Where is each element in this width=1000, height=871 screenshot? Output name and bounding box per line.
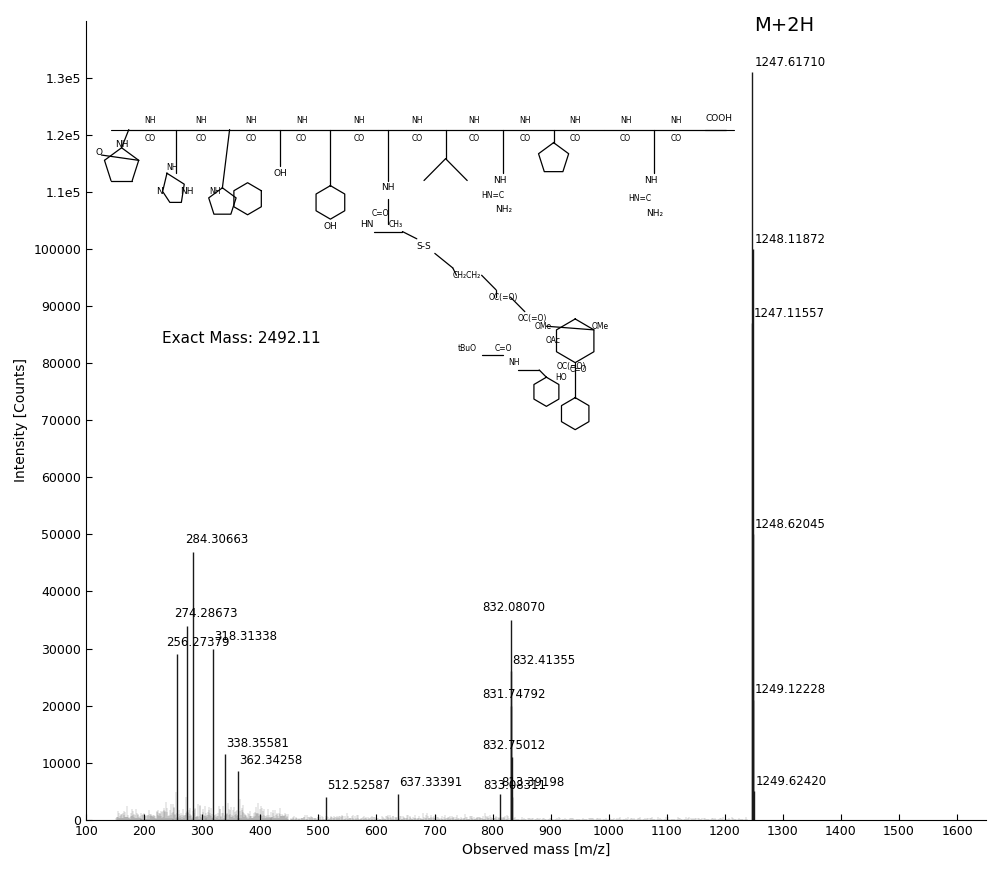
Text: CO: CO <box>519 134 530 143</box>
Text: N: N <box>156 187 163 196</box>
Text: NH: NH <box>411 117 423 125</box>
Text: NH: NH <box>644 176 658 185</box>
Text: NH: NH <box>195 117 207 125</box>
Text: NH₂: NH₂ <box>495 206 512 214</box>
Text: Exact Mass: 2492.11: Exact Mass: 2492.11 <box>162 331 320 346</box>
Text: CO: CO <box>469 134 480 143</box>
Text: C=O: C=O <box>570 366 588 375</box>
Text: 832.08070: 832.08070 <box>482 601 545 614</box>
Text: HO: HO <box>555 373 567 381</box>
Text: HN=C: HN=C <box>628 194 652 203</box>
Text: COOH: COOH <box>706 114 733 123</box>
Text: 1247.11557: 1247.11557 <box>754 307 825 320</box>
Text: NH: NH <box>115 139 128 149</box>
Text: OC(=O): OC(=O) <box>517 314 547 323</box>
Text: 833.08311: 833.08311 <box>483 780 546 793</box>
Text: CO: CO <box>246 134 257 143</box>
Text: CO: CO <box>620 134 631 143</box>
Text: NH: NH <box>670 117 682 125</box>
Text: 1248.62045: 1248.62045 <box>755 518 826 531</box>
Text: NH: NH <box>381 183 395 192</box>
Text: NH: NH <box>620 117 631 125</box>
Text: OMe: OMe <box>592 321 609 331</box>
Text: NH: NH <box>245 117 257 125</box>
Text: CH₂CH₂: CH₂CH₂ <box>453 271 481 280</box>
Text: NH: NH <box>209 187 221 196</box>
Text: CO: CO <box>570 134 581 143</box>
Text: 1247.61710: 1247.61710 <box>754 56 825 69</box>
Text: 274.28673: 274.28673 <box>175 607 238 620</box>
Y-axis label: Intensity [Counts]: Intensity [Counts] <box>14 358 28 483</box>
Text: C=O: C=O <box>494 343 512 353</box>
X-axis label: Observed mass [m/z]: Observed mass [m/z] <box>462 843 610 857</box>
Text: OH: OH <box>324 222 337 231</box>
Text: NH: NH <box>519 117 531 125</box>
Text: CO: CO <box>411 134 422 143</box>
Text: 831.74792: 831.74792 <box>482 688 546 701</box>
Text: 637.33391: 637.33391 <box>399 776 463 789</box>
Text: OC(=O): OC(=O) <box>489 293 518 301</box>
Text: 318.31338: 318.31338 <box>214 630 277 643</box>
Text: NH: NH <box>145 117 156 125</box>
Text: C=O: C=O <box>372 209 390 218</box>
Text: HN: HN <box>360 219 373 229</box>
Text: NH₂: NH₂ <box>646 209 663 218</box>
Text: OH: OH <box>273 169 287 178</box>
Text: 362.34258: 362.34258 <box>240 753 303 766</box>
Text: CO: CO <box>195 134 206 143</box>
Text: OMe: OMe <box>534 321 551 331</box>
Text: S-S: S-S <box>417 241 431 251</box>
Text: NH: NH <box>180 187 193 196</box>
Text: 1249.12228: 1249.12228 <box>755 684 826 697</box>
Text: HN=C: HN=C <box>481 191 504 199</box>
Text: NH: NH <box>493 176 506 185</box>
Text: CO: CO <box>670 134 682 143</box>
Text: CO: CO <box>145 134 156 143</box>
Text: M+2H: M+2H <box>754 17 815 35</box>
Text: CH₃: CH₃ <box>388 219 402 229</box>
Text: NH: NH <box>296 117 307 125</box>
Text: 338.35581: 338.35581 <box>226 737 289 750</box>
Text: CO: CO <box>354 134 365 143</box>
Text: NH: NH <box>508 358 520 368</box>
Text: NH: NH <box>166 163 178 172</box>
Text: tBuO: tBuO <box>458 343 477 353</box>
Text: NH: NH <box>569 117 581 125</box>
Text: OC(=O): OC(=O) <box>557 361 586 371</box>
Text: 832.41355: 832.41355 <box>513 654 576 667</box>
Text: 813.39198: 813.39198 <box>502 776 565 789</box>
Text: 1249.62420: 1249.62420 <box>755 774 827 787</box>
Text: NH: NH <box>469 117 480 125</box>
Text: OAc: OAc <box>546 336 561 345</box>
Text: O: O <box>95 148 102 158</box>
Text: 1248.11872: 1248.11872 <box>755 233 826 246</box>
Text: 512.52587: 512.52587 <box>327 780 390 793</box>
Text: 832.75012: 832.75012 <box>483 739 546 753</box>
Text: CO: CO <box>296 134 307 143</box>
Text: 284.30663: 284.30663 <box>185 533 248 546</box>
Text: 256.27379: 256.27379 <box>166 636 230 649</box>
Text: NH: NH <box>353 117 365 125</box>
